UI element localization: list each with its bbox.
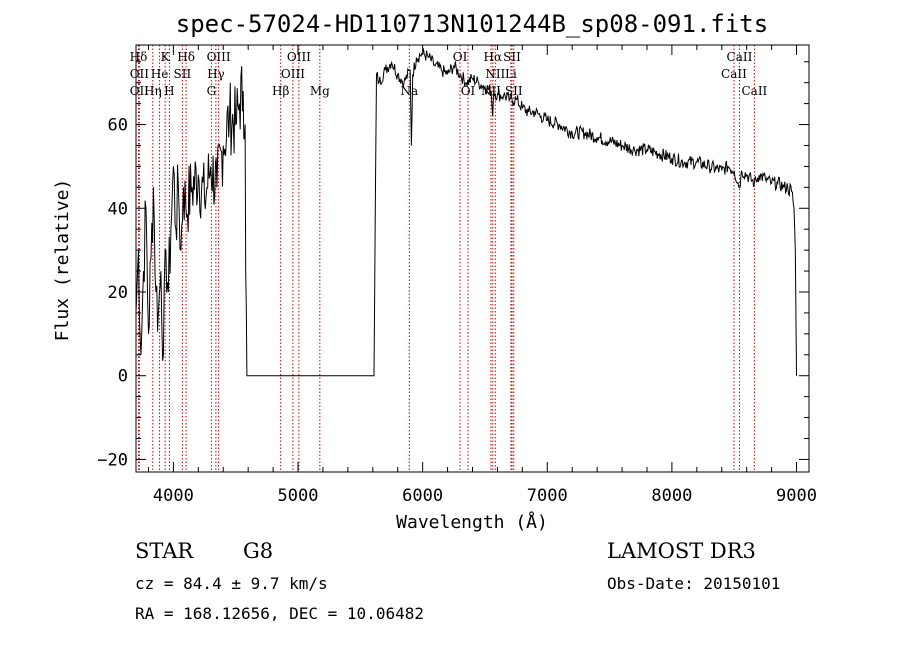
x-tick-label-1: 5000: [278, 486, 319, 506]
y-tick-label-4: 60: [108, 116, 128, 136]
line-label-3: OIII: [207, 50, 231, 64]
line-label-14: NII: [485, 67, 505, 81]
line-label-0: Hδ: [130, 50, 148, 64]
y-tick-label-0: −20: [97, 450, 128, 470]
line-label-1: K: [161, 50, 171, 64]
object-subclass: G8: [243, 539, 273, 563]
y-tick-label-1: 0: [118, 367, 128, 387]
x-tick-label-5: 9000: [776, 486, 817, 506]
line-label-5: OI: [453, 50, 468, 64]
line-label-22: Mg: [310, 84, 330, 98]
chart-title: spec-57024-HD110713N101244B_sp08-091.fit…: [176, 10, 768, 38]
y-tick-label-2: 20: [108, 283, 128, 303]
x-tick-label-4: 8000: [651, 486, 692, 506]
line-label-11: SII: [174, 67, 192, 81]
x-tick-label-0: 4000: [153, 486, 194, 506]
y-axis-label: Flux (relative): [52, 179, 73, 342]
line-label-16: CaII: [721, 67, 747, 81]
line-label-4: OIII: [287, 50, 311, 64]
line-label-27: CaII: [741, 84, 767, 98]
line-label-19: H: [164, 84, 174, 98]
line-label-7: SII: [503, 50, 521, 64]
survey-name: LAMOST DR3: [607, 539, 756, 563]
observation-date: Obs-Date: 20150101: [607, 574, 780, 593]
line-label-10: He: [151, 67, 169, 81]
line-label-24: OI: [461, 84, 476, 98]
x-tick-label-3: 7000: [527, 486, 568, 506]
line-label-12: Hγ: [207, 67, 225, 81]
line-label-23: Na: [400, 84, 418, 98]
line-label-20: G: [207, 84, 217, 98]
line-label-21: Hβ: [272, 84, 289, 98]
line-label-6: Hα: [484, 50, 503, 64]
y-axis-ticks: −20 0 20 40 60: [97, 61, 809, 470]
coordinates: RA = 168.12656, DEC = 10.06482: [135, 604, 424, 623]
line-label-13: OIII: [281, 67, 305, 81]
line-label-9: OII: [130, 67, 150, 81]
object-class: STAR: [135, 539, 194, 563]
x-axis-label: Wavelength (Å): [396, 511, 548, 533]
line-label-8: CaII: [727, 50, 753, 64]
spectrum-series-line: [135, 48, 797, 377]
x-tick-label-2: 6000: [402, 486, 443, 506]
line-label-26: SII: [505, 84, 523, 98]
line-label-17: OII: [130, 84, 150, 98]
line-label-2: Hδ: [177, 50, 195, 64]
redshift-velocity: cz = 84.4 ± 9.7 km/s: [135, 574, 328, 593]
x-axis-ticks: 4000 5000 6000 7000 8000 9000: [147, 45, 817, 506]
y-tick-label-3: 40: [108, 199, 128, 219]
line-label-18: Hη: [144, 84, 162, 98]
line-label-15: Li: [505, 67, 517, 81]
